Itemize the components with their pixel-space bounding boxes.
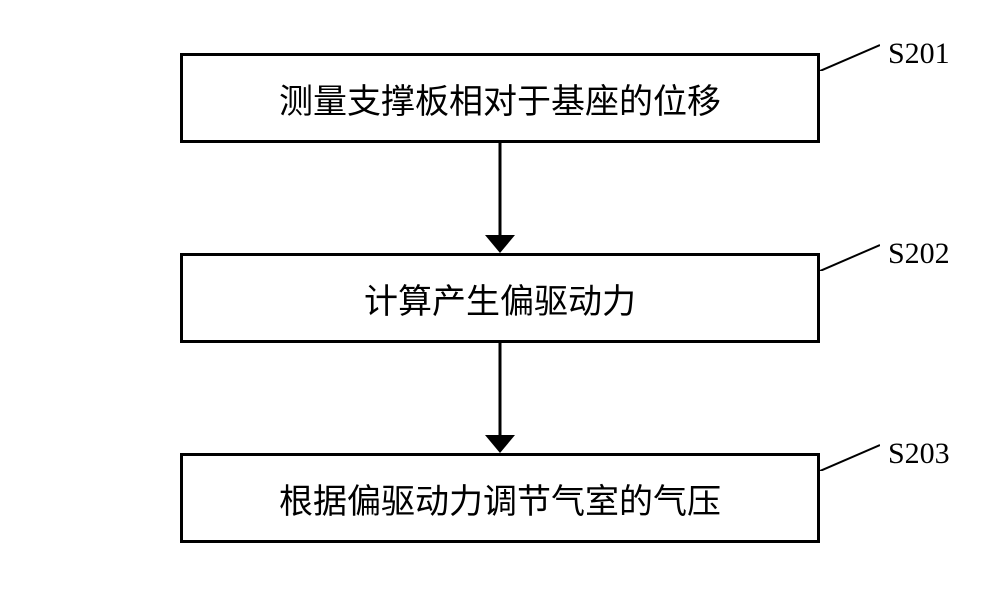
step-box-s202: 计算产生偏驱动力 — [180, 253, 820, 343]
step-label-wrap-s201: S201 — [820, 43, 950, 71]
flowchart-container: 测量支撑板相对于基座的位移S201 计算产生偏驱动力S202 根据偏驱动力调节气室的… — [180, 53, 820, 543]
step-label: S201 — [888, 37, 950, 71]
step-row-s202: 计算产生偏驱动力S202 — [180, 253, 820, 343]
step-label-wrap-s202: S202 — [820, 243, 950, 271]
step-label: S202 — [888, 237, 950, 271]
step-text: 根据偏驱动力调节气室的气压 — [279, 474, 721, 523]
step-box-s201: 测量支撑板相对于基座的位移 — [180, 53, 820, 143]
flow-arrow — [480, 343, 520, 453]
step-box-s203: 根据偏驱动力调节气室的气压 — [180, 453, 820, 543]
step-label-wrap-s203: S203 — [820, 443, 950, 471]
flow-arrow — [480, 143, 520, 253]
step-row-s201: 测量支撑板相对于基座的位移S201 — [180, 53, 820, 143]
step-row-s203: 根据偏驱动力调节气室的气压S203 — [180, 453, 820, 543]
step-text: 测量支撑板相对于基座的位移 — [279, 74, 721, 123]
step-label: S203 — [888, 437, 950, 471]
step-text: 计算产生偏驱动力 — [364, 274, 636, 323]
